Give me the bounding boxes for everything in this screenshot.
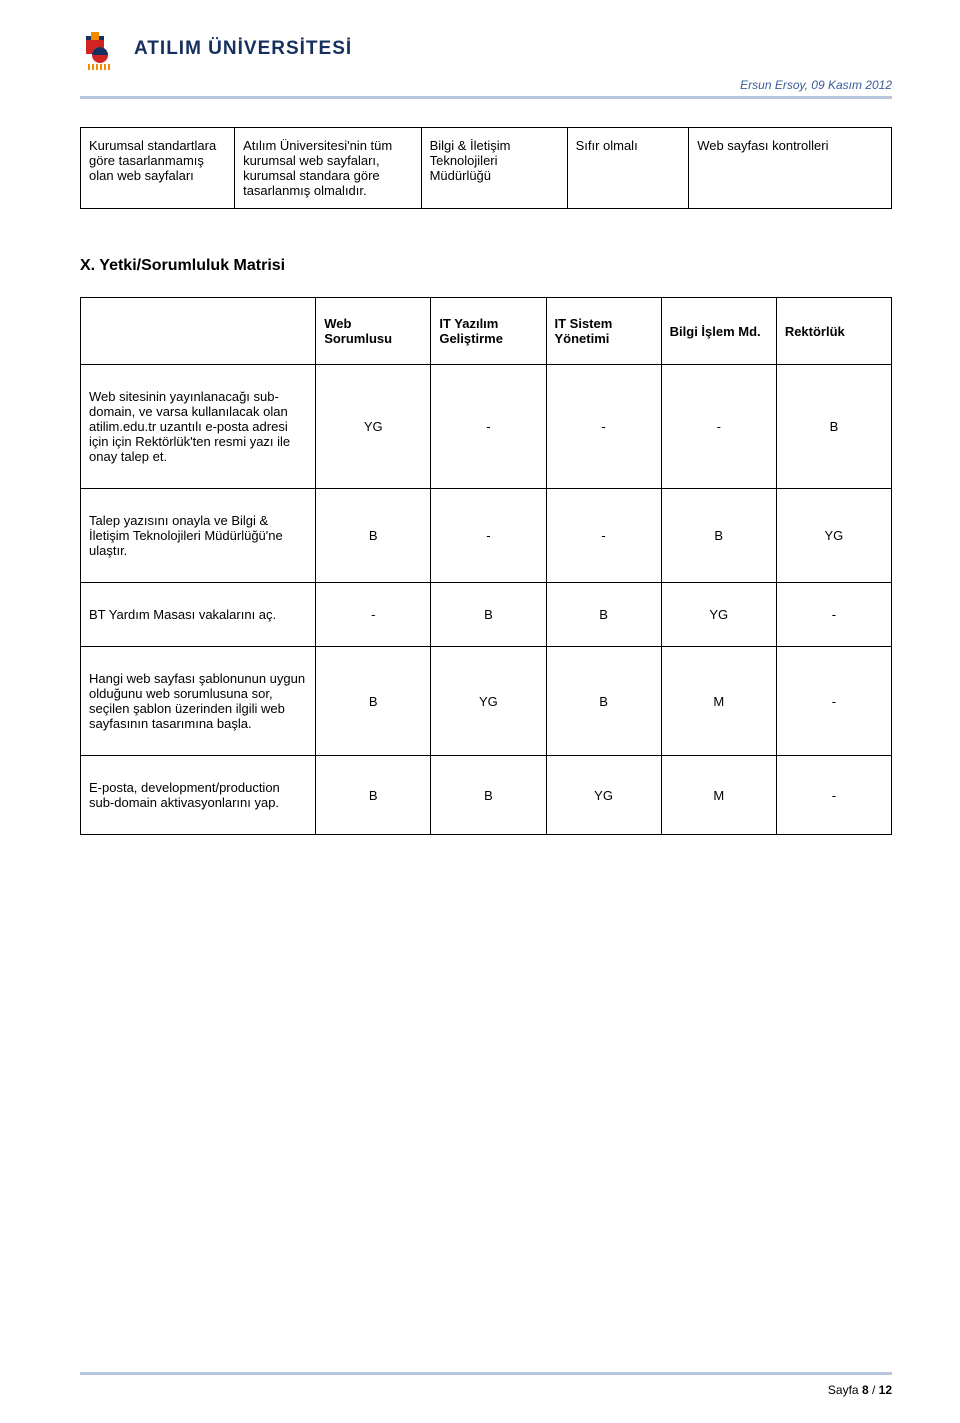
cell: - [431, 365, 546, 489]
cell: B [546, 647, 661, 756]
cell: Kurumsal standartlara göre tasarlanmamış… [81, 128, 235, 209]
cell: B [316, 647, 431, 756]
page-label: Sayfa [828, 1383, 862, 1397]
cell: B [431, 756, 546, 835]
page-total: 12 [879, 1383, 892, 1397]
column-header: Web Sorumlusu [316, 298, 431, 365]
cell: - [776, 647, 891, 756]
cell: M [661, 756, 776, 835]
table-row: BT Yardım Masası vakalarını aç. - B B YG… [81, 583, 892, 647]
row-label: Web sitesinin yayınlanacağı sub-domain, … [81, 365, 316, 489]
section-title: X. Yetki/Sorumluluk Matrisi [80, 257, 892, 275]
table-header-row: Web Sorumlusu IT Yazılım Geliştirme IT S… [81, 298, 892, 365]
cell: YG [431, 647, 546, 756]
university-logo [80, 30, 122, 72]
column-header [81, 298, 316, 365]
row-label: E-posta, development/production sub-doma… [81, 756, 316, 835]
cell: B [316, 489, 431, 583]
cell: YG [316, 365, 431, 489]
page-sep: / [869, 1383, 879, 1397]
cell: B [776, 365, 891, 489]
cell: - [776, 756, 891, 835]
cell: Atılım Üniversitesi'nin tüm kurumsal web… [235, 128, 422, 209]
page-number: Sayfa 8 / 12 [828, 1383, 892, 1397]
cell: Bilgi & İletişim Teknolojileri Müdürlüğü [421, 128, 567, 209]
table-row: Hangi web sayfası şablonunun uygun olduğ… [81, 647, 892, 756]
column-header: Bilgi İşlem Md. [661, 298, 776, 365]
cell: B [431, 583, 546, 647]
cell: B [661, 489, 776, 583]
cell: YG [546, 756, 661, 835]
cell: B [316, 756, 431, 835]
cell: - [546, 489, 661, 583]
table-row: Web sitesinin yayınlanacağı sub-domain, … [81, 365, 892, 489]
column-header: Rektörlük [776, 298, 891, 365]
cell: YG [776, 489, 891, 583]
cell: Sıfır olmalı [567, 128, 689, 209]
standards-table: Kurumsal standartlara göre tasarlanmamış… [80, 127, 892, 209]
page-header: ATILIM ÜNİVERSİTESİ [80, 30, 892, 72]
cell: - [776, 583, 891, 647]
column-header: IT Sistem Yönetimi [546, 298, 661, 365]
row-label: BT Yardım Masası vakalarını aç. [81, 583, 316, 647]
responsibility-matrix-table: Web Sorumlusu IT Yazılım Geliştirme IT S… [80, 297, 892, 835]
row-label: Hangi web sayfası şablonunun uygun olduğ… [81, 647, 316, 756]
footer-divider [80, 1372, 892, 1375]
cell: - [661, 365, 776, 489]
column-header: IT Yazılım Geliştirme [431, 298, 546, 365]
table-row: Kurumsal standartlara göre tasarlanmamış… [81, 128, 892, 209]
cell: M [661, 647, 776, 756]
cell: Web sayfası kontrolleri [689, 128, 892, 209]
table-row: E-posta, development/production sub-doma… [81, 756, 892, 835]
cell: - [546, 365, 661, 489]
cell: B [546, 583, 661, 647]
cell: - [431, 489, 546, 583]
header-divider [80, 96, 892, 99]
cell: - [316, 583, 431, 647]
row-label: Talep yazısını onayla ve Bilgi & İletişi… [81, 489, 316, 583]
university-name: ATILIM ÜNİVERSİTESİ [134, 30, 352, 60]
cell: YG [661, 583, 776, 647]
author-date: Ersun Ersoy, 09 Kasım 2012 [80, 78, 892, 92]
table-row: Talep yazısını onayla ve Bilgi & İletişi… [81, 489, 892, 583]
page-current: 8 [862, 1383, 869, 1397]
